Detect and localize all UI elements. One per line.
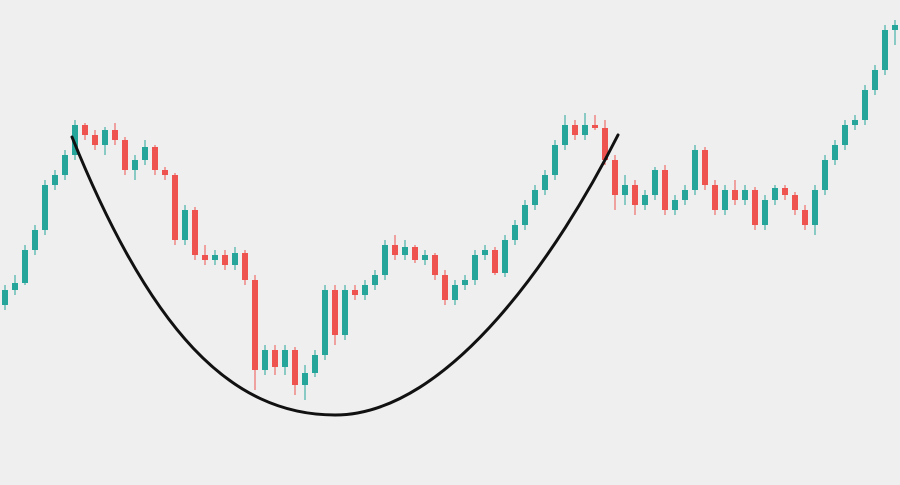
candle-body (52, 175, 58, 185)
candle-body (442, 275, 448, 300)
candle-body (432, 255, 438, 275)
candle-body (742, 190, 748, 200)
candle-body (892, 25, 898, 30)
candle-body (312, 355, 318, 373)
candle-body (852, 120, 858, 125)
candle-body (122, 140, 128, 170)
candle-body (882, 30, 888, 70)
candle-body (582, 125, 588, 135)
candle-body (472, 255, 478, 280)
candle-body (102, 130, 108, 145)
candle-body (192, 210, 198, 255)
candle-body (342, 290, 348, 335)
candle-body (332, 290, 338, 335)
candle-body (92, 135, 98, 145)
candle-body (362, 285, 368, 295)
candle-body (262, 350, 268, 370)
candle-body (522, 205, 528, 225)
candle-body (812, 190, 818, 225)
candle-body (12, 283, 18, 290)
candle-body (222, 255, 228, 265)
candle-body (82, 125, 88, 135)
candle-body (202, 255, 208, 260)
candle-body (32, 230, 38, 250)
candle-body (72, 125, 78, 155)
candle-body (302, 373, 308, 385)
candle-body (602, 128, 608, 160)
candle-body (282, 350, 288, 367)
candle-body (232, 253, 238, 265)
candle-body (392, 245, 398, 255)
candle-body (402, 247, 408, 255)
candle-body (272, 350, 278, 367)
candle-body (832, 145, 838, 160)
candle-body (752, 190, 758, 225)
candle-body (62, 155, 68, 175)
candle-body (142, 147, 148, 160)
candle-body (822, 160, 828, 190)
candle-body (792, 195, 798, 210)
candle-body (632, 185, 638, 205)
candle-body (802, 210, 808, 225)
cup-curve (70, 133, 620, 417)
candle-body (872, 70, 878, 90)
candle-body (712, 185, 718, 210)
candle-body (662, 170, 668, 210)
candle-body (682, 190, 688, 200)
candle-body (782, 188, 788, 195)
candle-body (372, 275, 378, 285)
candle-body (572, 125, 578, 135)
candle-body (552, 145, 558, 175)
candle-body (692, 150, 698, 190)
candle-body (172, 175, 178, 240)
candle-body (532, 190, 538, 205)
candle-body (162, 170, 168, 175)
candle-body (592, 125, 598, 128)
candle-body (502, 240, 508, 273)
candle-body (182, 210, 188, 240)
candle-body (762, 200, 768, 225)
candle-body (112, 130, 118, 140)
candle-body (292, 350, 298, 385)
candle-body (252, 280, 258, 370)
candle-body (542, 175, 548, 190)
candle-body (732, 190, 738, 200)
candle-body (322, 290, 328, 355)
candles (2, 20, 898, 400)
candle-body (562, 125, 568, 145)
candle-body (612, 160, 618, 195)
candle-body (152, 147, 158, 170)
candle-body (652, 170, 658, 195)
candle-body (672, 200, 678, 210)
candle-body (132, 160, 138, 170)
candle-body (42, 185, 48, 230)
candle-body (212, 255, 218, 260)
candle-body (622, 185, 628, 195)
candle-body (422, 255, 428, 260)
candle-body (462, 280, 468, 285)
candle-body (352, 290, 358, 295)
candle-body (412, 247, 418, 260)
candle-body (642, 195, 648, 205)
candle-body (722, 190, 728, 210)
candle-body (382, 245, 388, 275)
candle-body (492, 250, 498, 273)
candle-body (22, 250, 28, 283)
candle-body (842, 125, 848, 145)
candle-body (772, 188, 778, 200)
candle-body (512, 225, 518, 240)
candle-body (242, 253, 248, 280)
candle-body (452, 285, 458, 300)
candle-body (702, 150, 708, 185)
candle-body (482, 250, 488, 255)
candle-body (862, 90, 868, 120)
candle-body (2, 290, 8, 305)
